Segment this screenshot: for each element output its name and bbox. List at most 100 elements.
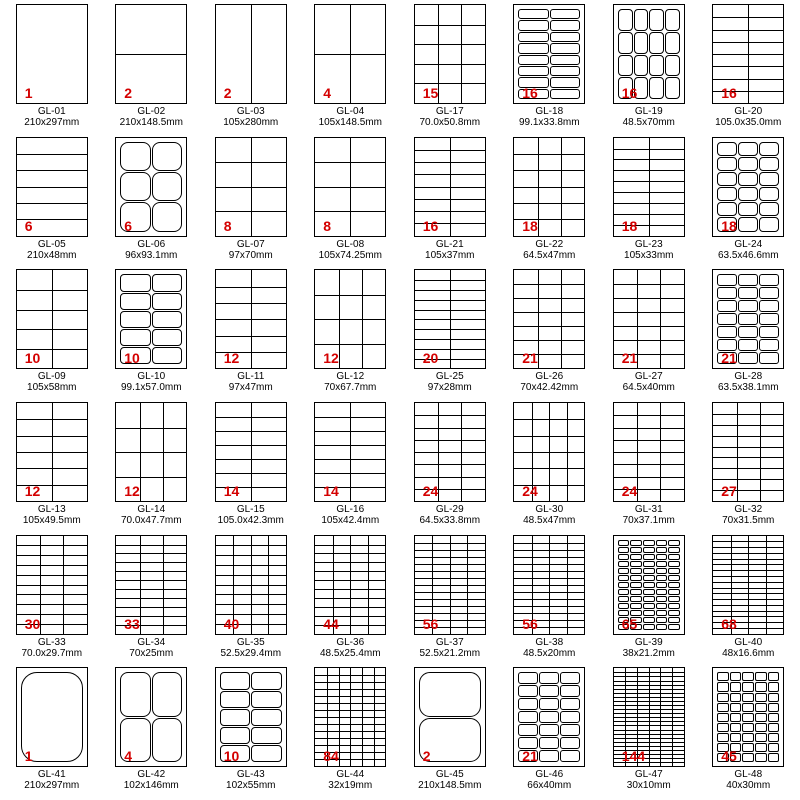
sheet-thumbnail: 24 <box>613 402 685 502</box>
sheet-thumbnail: 2 <box>414 667 486 767</box>
sheet-thumbnail: 4 <box>314 4 386 104</box>
template-code: GL-32 <box>734 504 762 515</box>
template-code: GL-43 <box>237 769 265 780</box>
template-GL-24: 18GL-2463.5x46.6mm <box>701 137 797 266</box>
template-dimensions: 70x37.1mm <box>623 515 675 526</box>
template-code: GL-06 <box>137 239 165 250</box>
sheet-thumbnail: 20 <box>414 269 486 369</box>
sheet-thumbnail: 21 <box>613 269 685 369</box>
template-GL-05: 6GL-05210x48mm <box>4 137 100 266</box>
template-dimensions: 105x42.4mm <box>321 515 379 526</box>
template-code: GL-08 <box>336 239 364 250</box>
template-dimensions: 99.1x57.0mm <box>121 382 182 393</box>
template-code: GL-04 <box>336 106 364 117</box>
template-code: GL-02 <box>137 106 165 117</box>
template-dimensions: 105.0x35.0mm <box>715 117 781 128</box>
template-GL-15: 14GL-15105.0x42.3mm <box>203 402 299 531</box>
template-dimensions: 210x48mm <box>27 250 76 261</box>
template-dimensions: 66x40mm <box>527 780 571 791</box>
template-code: GL-09 <box>38 371 66 382</box>
template-code: GL-33 <box>38 637 66 648</box>
template-GL-20: 16GL-20105.0x35.0mm <box>701 4 797 133</box>
template-dimensions: 210x148.5mm <box>120 117 183 128</box>
template-code: GL-37 <box>436 637 464 648</box>
template-GL-13: 12GL-13105x49.5mm <box>4 402 100 531</box>
template-dimensions: 70x42.42mm <box>520 382 578 393</box>
template-code: GL-29 <box>436 504 464 515</box>
template-GL-35: 40GL-3552.5x29.4mm <box>203 535 299 664</box>
template-dimensions: 64.5x47mm <box>523 250 575 261</box>
template-GL-21: 16GL-21105x37mm <box>402 137 498 266</box>
template-dimensions: 32x19mm <box>328 780 372 791</box>
template-dimensions: 70x67.7mm <box>324 382 376 393</box>
template-code: GL-26 <box>535 371 563 382</box>
sheet-thumbnail: 21 <box>513 269 585 369</box>
sheet-thumbnail: 24 <box>513 402 585 502</box>
template-GL-17: 15GL-1770.0x50.8mm <box>402 4 498 133</box>
template-dimensions: 97x70mm <box>229 250 273 261</box>
template-dimensions: 102x55mm <box>226 780 275 791</box>
template-GL-22: 18 GL-2264.5x47mm <box>502 137 598 266</box>
template-code: GL-30 <box>535 504 563 515</box>
template-code: GL-10 <box>137 371 165 382</box>
template-GL-09: 10 GL-09105x58mm <box>4 269 100 398</box>
template-dimensions: 70.0x50.8mm <box>419 117 480 128</box>
template-GL-36: 44GL-3648.5x25.4mm <box>303 535 399 664</box>
template-code: GL-05 <box>38 239 66 250</box>
template-dimensions: 48x16.6mm <box>722 648 774 659</box>
template-GL-44: 84GL-4432x19mm <box>303 667 399 796</box>
template-GL-30: 24GL-3048.5x47mm <box>502 402 598 531</box>
sheet-thumbnail: 18 <box>513 137 585 237</box>
template-code: GL-14 <box>137 504 165 515</box>
template-code: GL-44 <box>336 769 364 780</box>
template-dimensions: 105x33mm <box>624 250 673 261</box>
template-GL-10: 10GL-1099.1x57.0mm <box>104 269 200 398</box>
sheet-thumbnail: 12 <box>115 402 187 502</box>
template-GL-29: 24 GL-2964.5x33.8mm <box>402 402 498 531</box>
sheet-thumbnail: 8 <box>215 137 287 237</box>
template-dimensions: 64.5x33.8mm <box>419 515 480 526</box>
sheet-thumbnail: 8 <box>314 137 386 237</box>
template-GL-32: 27GL-3270x31.5mm <box>701 402 797 531</box>
template-dimensions: 63.5x46.6mm <box>718 250 779 261</box>
sheet-thumbnail: 10 <box>16 269 88 369</box>
sheet-thumbnail: 30 <box>16 535 88 635</box>
template-dimensions: 105x58mm <box>27 382 76 393</box>
template-dimensions: 38x21.2mm <box>623 648 675 659</box>
template-GL-45: 2GL-45210x148.5mm <box>402 667 498 796</box>
template-code: GL-22 <box>535 239 563 250</box>
template-GL-02: 2GL-02210x148.5mm <box>104 4 200 133</box>
sheet-thumbnail: 144 <box>613 667 685 767</box>
template-code: GL-34 <box>137 637 165 648</box>
template-code: GL-07 <box>237 239 265 250</box>
template-code: GL-12 <box>336 371 364 382</box>
template-dimensions: 105x74.25mm <box>319 250 382 261</box>
template-GL-46: 21GL-4666x40mm <box>502 667 598 796</box>
sheet-thumbnail: 18 <box>712 137 784 237</box>
template-code: GL-16 <box>336 504 364 515</box>
template-GL-26: 21 GL-2670x42.42mm <box>502 269 598 398</box>
sheet-thumbnail: 56 <box>414 535 486 635</box>
template-code: GL-42 <box>137 769 165 780</box>
template-GL-42: 4GL-42102x146mm <box>104 667 200 796</box>
template-code: GL-28 <box>734 371 762 382</box>
template-code: GL-39 <box>635 637 663 648</box>
sheet-thumbnail: 21 <box>513 667 585 767</box>
template-code: GL-17 <box>436 106 464 117</box>
template-GL-41: 1GL-41210x297mm <box>4 667 100 796</box>
sheet-thumbnail: 33 <box>115 535 187 635</box>
template-dimensions: 70.0x29.7mm <box>21 648 82 659</box>
sheet-thumbnail: 1 <box>16 4 88 104</box>
template-GL-28: 21GL-2863.5x38.1mm <box>701 269 797 398</box>
sheet-thumbnail: 16 <box>513 4 585 104</box>
sheet-thumbnail: 12 <box>314 269 386 369</box>
template-GL-07: 8 GL-0797x70mm <box>203 137 299 266</box>
sheet-thumbnail: 10 <box>215 667 287 767</box>
template-GL-25: 20GL-2597x28mm <box>402 269 498 398</box>
template-code: GL-18 <box>535 106 563 117</box>
sheet-thumbnail: 16 <box>613 4 685 104</box>
sheet-thumbnail: 24 <box>414 402 486 502</box>
template-code: GL-23 <box>635 239 663 250</box>
template-GL-11: 12GL-1197x47mm <box>203 269 299 398</box>
sheet-thumbnail: 65 <box>613 535 685 635</box>
